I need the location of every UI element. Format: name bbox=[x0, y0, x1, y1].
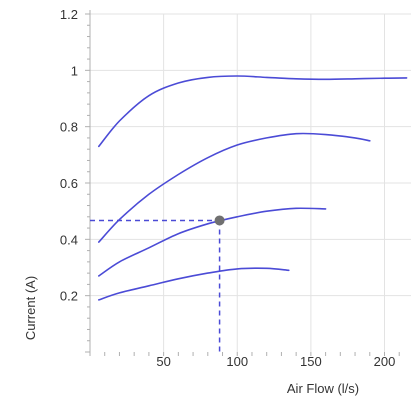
x-tick-label: 200 bbox=[374, 354, 396, 369]
x-axis-title: Air Flow (l/s) bbox=[287, 381, 359, 396]
y-tick-label: 0.8 bbox=[60, 120, 78, 135]
selected-point-marker bbox=[214, 215, 225, 226]
x-tick-label: 150 bbox=[300, 354, 322, 369]
y-tick-label: 0.2 bbox=[60, 289, 78, 304]
guide-lines bbox=[90, 215, 225, 352]
series-group bbox=[98, 75, 408, 301]
y-tick-label: 0.6 bbox=[60, 176, 78, 191]
x-tick-label: 100 bbox=[226, 354, 248, 369]
y-tick-label: 0.4 bbox=[60, 232, 78, 247]
y-tick-label: 1 bbox=[71, 63, 78, 78]
y-tick-label: 1.2 bbox=[60, 7, 78, 22]
series-line-3 bbox=[98, 207, 327, 277]
x-tick-label: 50 bbox=[156, 354, 170, 369]
series-line-2 bbox=[98, 132, 371, 243]
y-axis-title: Current (A) bbox=[23, 276, 38, 340]
tick-labels: 0.2 0.4 0.6 0.8 1 1.2 50 100 150 200 bbox=[60, 7, 395, 369]
series-line-4 bbox=[98, 267, 290, 301]
axes bbox=[85, 10, 400, 356]
series-line-1 bbox=[98, 75, 408, 148]
grid-lines bbox=[90, 13, 411, 352]
